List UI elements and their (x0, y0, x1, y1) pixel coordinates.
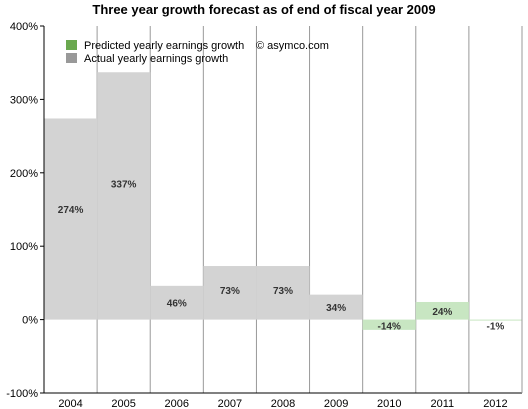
y-tick-label: 200% (10, 168, 38, 180)
bar-2010 (362, 319, 416, 330)
x-tick-label: 2006 (165, 398, 189, 409)
x-axis-ticks: 2004 2005 2006 2007 2008 2009 2010 2011 2012 (58, 398, 507, 409)
data-label-2012: -1% (487, 322, 505, 333)
bar-2007 (203, 266, 257, 320)
data-label-2004: 274% (58, 205, 84, 216)
y-axis-ticks: -100% 0% 100% 200% 300% 400% (6, 21, 44, 400)
y-tick-label: 400% (10, 21, 38, 33)
x-tick-label: 2008 (271, 398, 295, 409)
data-label-2005: 337% (111, 180, 137, 191)
legend-label: Predicted yearly earnings growth (84, 40, 244, 52)
bars (44, 72, 522, 330)
bar-2011 (415, 301, 469, 320)
copyright-annotation: © asymco.com (256, 40, 329, 52)
legend-swatch (66, 40, 77, 50)
y-tick-label: -100% (6, 388, 38, 400)
x-tick-label: 2005 (111, 398, 135, 409)
x-tick-label: 2007 (218, 398, 242, 409)
data-label-2009: 34% (326, 303, 346, 314)
y-tick-label: 0% (22, 315, 38, 327)
data-label-2006: 46% (167, 299, 187, 310)
data-label-2007: 73% (220, 286, 240, 297)
y-tick-label: 300% (10, 94, 38, 106)
x-tick-label: 2011 (431, 398, 455, 409)
x-tick-label: 2012 (483, 398, 507, 409)
axes (43, 26, 523, 394)
chart-title: Three year growth forecast as of end of … (92, 2, 435, 17)
gridlines (96, 26, 470, 393)
bar-2004 (44, 118, 98, 320)
bar-2006 (150, 285, 204, 320)
data-labels: 274% 337% 46% 73% 73% 34% -14% 24% -1% (58, 180, 505, 333)
legend-swatch (66, 53, 77, 63)
bar-2005 (97, 72, 151, 320)
data-label-2008: 73% (273, 286, 293, 297)
bar-2009 (309, 294, 363, 320)
x-tick-label: 2009 (324, 398, 348, 409)
bar-2008 (256, 266, 310, 320)
legend-label: Actual yearly earnings growth (84, 53, 228, 65)
data-label-2010: -14% (378, 322, 401, 333)
bar-2012 (468, 319, 522, 321)
data-label-2011: 24% (432, 307, 452, 318)
x-tick-label: 2004 (58, 398, 82, 409)
y-tick-label: 100% (10, 241, 38, 253)
x-tick-label: 2010 (377, 398, 401, 409)
